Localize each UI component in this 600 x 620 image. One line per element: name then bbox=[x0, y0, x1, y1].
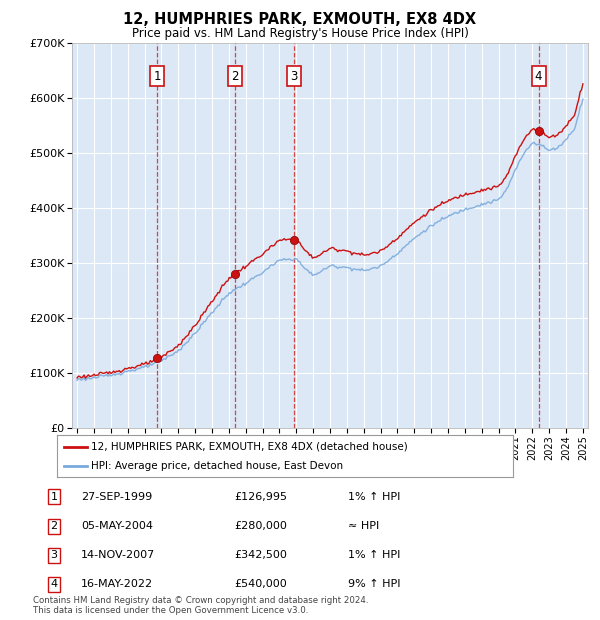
Text: Price paid vs. HM Land Registry's House Price Index (HPI): Price paid vs. HM Land Registry's House … bbox=[131, 27, 469, 40]
Text: 3: 3 bbox=[290, 69, 298, 82]
Text: £540,000: £540,000 bbox=[234, 579, 287, 590]
Text: 3: 3 bbox=[50, 550, 58, 560]
Text: 4: 4 bbox=[50, 579, 58, 590]
Text: £342,500: £342,500 bbox=[234, 550, 287, 560]
Text: 9% ↑ HPI: 9% ↑ HPI bbox=[348, 579, 401, 590]
Text: 16-MAY-2022: 16-MAY-2022 bbox=[81, 579, 153, 590]
Text: 1% ↑ HPI: 1% ↑ HPI bbox=[348, 492, 400, 502]
Text: 12, HUMPHRIES PARK, EXMOUTH, EX8 4DX: 12, HUMPHRIES PARK, EXMOUTH, EX8 4DX bbox=[124, 12, 476, 27]
Text: 12, HUMPHRIES PARK, EXMOUTH, EX8 4DX (detached house): 12, HUMPHRIES PARK, EXMOUTH, EX8 4DX (de… bbox=[91, 441, 408, 451]
Text: 1: 1 bbox=[153, 69, 161, 82]
Text: 2: 2 bbox=[50, 521, 58, 531]
Text: 1% ↑ HPI: 1% ↑ HPI bbox=[348, 550, 400, 560]
Text: £280,000: £280,000 bbox=[234, 521, 287, 531]
Text: 2: 2 bbox=[231, 69, 238, 82]
Text: ≈ HPI: ≈ HPI bbox=[348, 521, 379, 531]
Text: 1: 1 bbox=[50, 492, 58, 502]
Text: HPI: Average price, detached house, East Devon: HPI: Average price, detached house, East… bbox=[91, 461, 343, 471]
Text: 14-NOV-2007: 14-NOV-2007 bbox=[81, 550, 155, 560]
Text: £126,995: £126,995 bbox=[234, 492, 287, 502]
Text: 05-MAY-2004: 05-MAY-2004 bbox=[81, 521, 153, 531]
Text: 27-SEP-1999: 27-SEP-1999 bbox=[81, 492, 152, 502]
Text: 4: 4 bbox=[535, 69, 542, 82]
Text: Contains HM Land Registry data © Crown copyright and database right 2024.
This d: Contains HM Land Registry data © Crown c… bbox=[33, 596, 368, 615]
